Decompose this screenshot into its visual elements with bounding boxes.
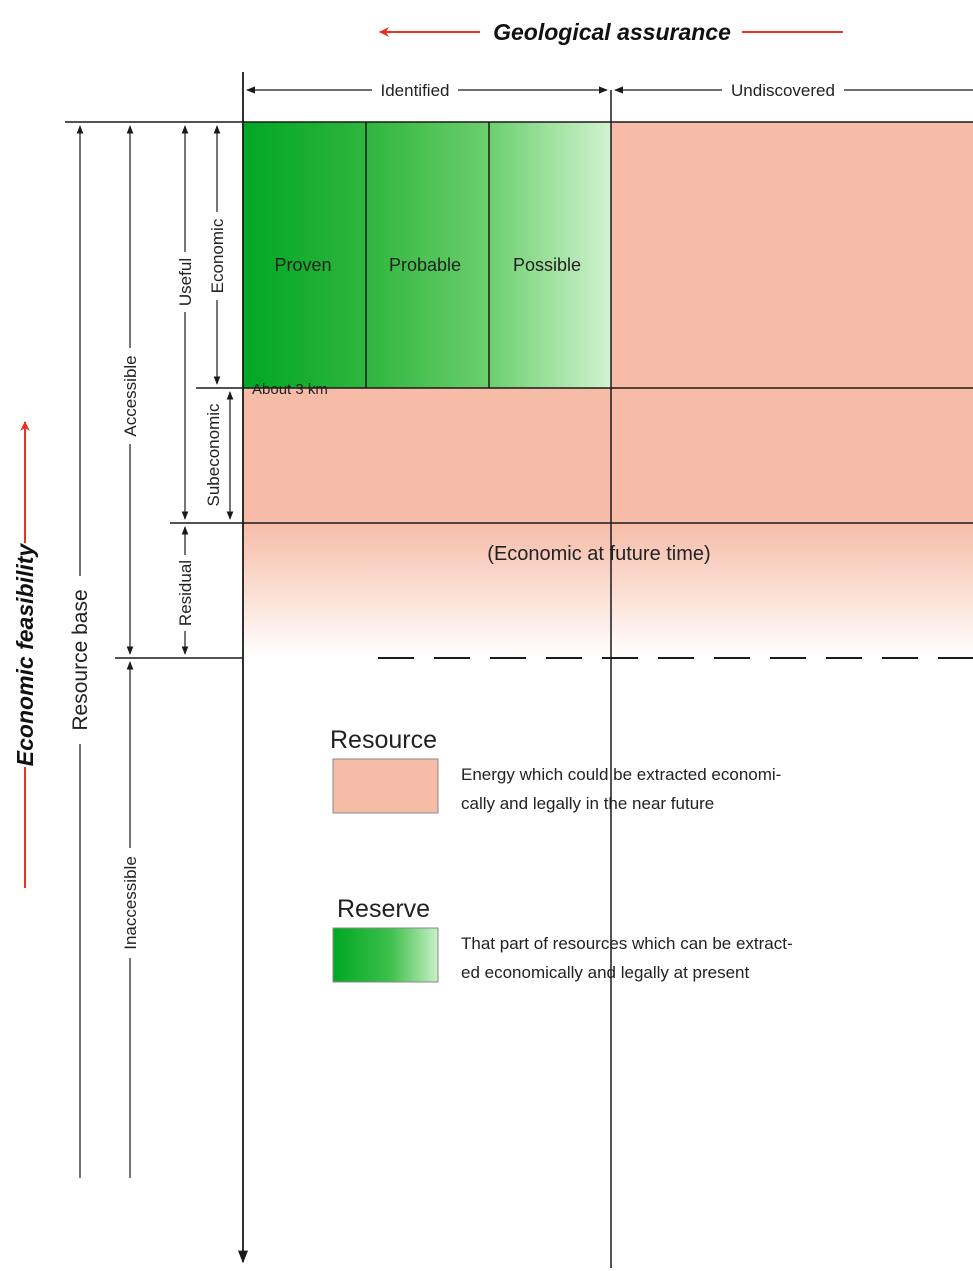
economic-feasibility-label: Economic feasibility [12, 543, 38, 767]
legend-reserve-title: Reserve [337, 895, 430, 923]
depth-note: About 3 km [252, 381, 328, 398]
legend-resource-desc-line-1: Energy which could be extracted economi- [461, 765, 781, 784]
possible-label: Possible [513, 255, 581, 275]
accessible-label: Accessible [121, 355, 140, 436]
useful-label: Useful [176, 258, 195, 306]
future-economic-fade-area [243, 523, 973, 658]
probable-label: Probable [389, 255, 461, 275]
legend-resource-title: Resource [330, 726, 437, 754]
proven-label: Proven [274, 255, 331, 275]
identified-label: Identified [381, 81, 450, 100]
proven-cell [243, 122, 366, 388]
legend-reserve-desc-line-2: ed economically and legally at present [461, 963, 750, 982]
grid-lines [65, 90, 973, 1268]
resource-base-label: Resource base [69, 589, 92, 730]
legend-reserve-desc-line-1: That part of resources which can be extr… [461, 934, 793, 953]
probable-cell [366, 122, 489, 388]
subeconomic-label: Subeconomic [204, 403, 223, 507]
legend-reserve-swatch [332, 927, 439, 983]
subeconomic-resource-area [243, 388, 973, 523]
undiscovered-label: Undiscovered [731, 81, 835, 100]
residual-label: Residual [176, 560, 195, 626]
future-economic-note: (Economic at future time) [487, 543, 710, 565]
geological-assurance-label: Geological assurance [493, 19, 731, 45]
possible-cell [489, 122, 611, 388]
undiscovered-resource-area [611, 122, 973, 388]
legend-resource-desc-line-2: cally and legally in the near future [461, 794, 714, 813]
legend-resource-swatch [332, 758, 439, 814]
economic-label: Economic [208, 218, 227, 293]
inaccessible-label: Inaccessible [121, 856, 140, 950]
